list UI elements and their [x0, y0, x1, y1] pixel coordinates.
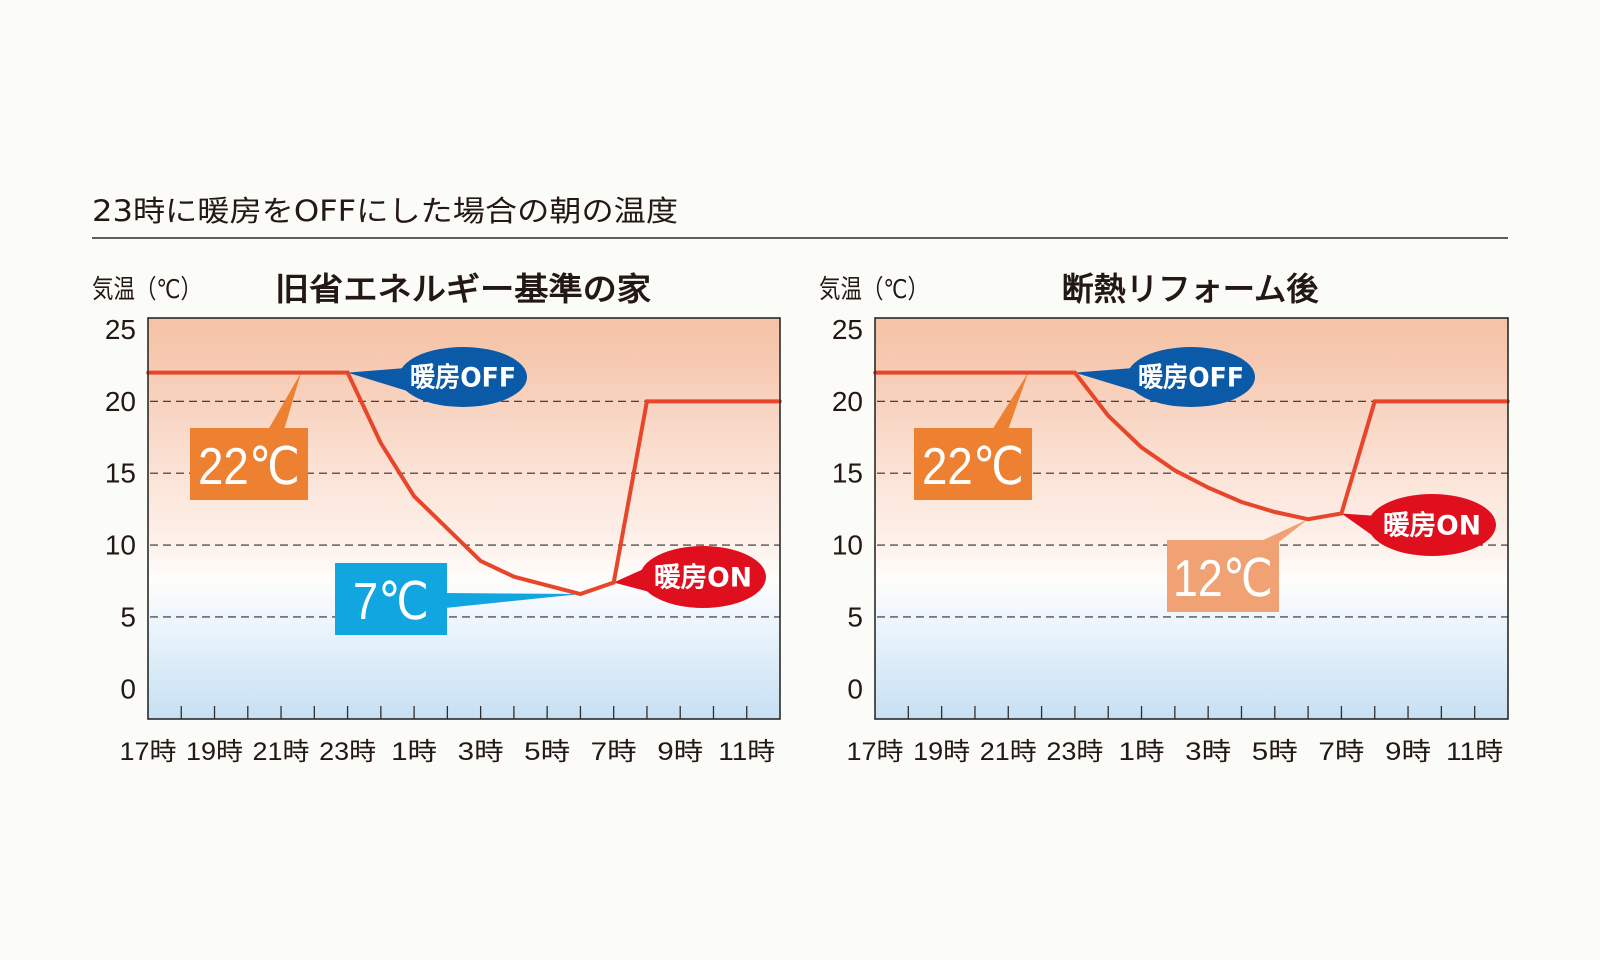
- callout-label: 暖房OFF: [1138, 363, 1244, 394]
- y-tick-label: 0: [120, 673, 136, 704]
- y-axis-unit-label: 気温（℃）: [819, 275, 929, 305]
- chart-title: 旧省エネルギー基準の家: [275, 270, 651, 308]
- y-tick-label: 25: [832, 314, 863, 345]
- data-point: [1206, 485, 1210, 490]
- callout-label: 12℃: [1173, 550, 1273, 608]
- callout-bubble-background: [1368, 494, 1496, 556]
- callout-pointer: [1259, 519, 1309, 542]
- callout-label: 7℃: [353, 573, 429, 631]
- callout-box: 22℃: [190, 372, 308, 500]
- callout-label: 22℃: [922, 438, 1024, 496]
- callout-label: 暖房OFF: [410, 363, 516, 394]
- x-tick-label: 19時: [913, 738, 970, 766]
- data-point: [1306, 517, 1310, 522]
- callout-bubble: 暖房ON: [1341, 494, 1496, 556]
- data-point: [1139, 445, 1144, 450]
- data-point: [611, 580, 616, 585]
- callout-box-background: [335, 563, 447, 635]
- plot-area: 22℃ 暖房OFF 12℃ 暖房ON 17時 19時 21時 23時 1時 3時 5時 7時 9時 11時…: [832, 314, 1510, 766]
- callout-label: 22℃: [198, 438, 300, 496]
- data-point: [478, 559, 483, 563]
- data-point: [1073, 370, 1077, 375]
- x-tick-label: 21時: [253, 738, 310, 766]
- y-tick-label: 10: [105, 530, 136, 561]
- data-point: [1272, 510, 1277, 514]
- callout-box: 12℃: [1167, 519, 1309, 612]
- x-tick-label: 7時: [1318, 738, 1364, 766]
- y-tick-label: 5: [120, 601, 136, 632]
- y-tick-label: 20: [832, 386, 863, 417]
- y-tick-label: 5: [847, 601, 863, 632]
- callout-box-background: [914, 428, 1032, 500]
- y-tick-label: 15: [105, 458, 136, 489]
- callout-pointer: [992, 372, 1029, 430]
- callout-box-background: [1167, 540, 1279, 612]
- data-point: [1106, 413, 1111, 418]
- x-tick-label: 9時: [1385, 738, 1431, 766]
- page-title: 23時に暖房をOFFにした場合の朝の温度: [92, 194, 678, 228]
- callout-pointer: [1074, 368, 1139, 392]
- x-tick-label: 19時: [186, 738, 243, 766]
- data-point: [412, 494, 416, 499]
- callout-label: 暖房ON: [1383, 511, 1481, 542]
- data-point: [1239, 500, 1244, 504]
- callout-box: 22℃: [914, 372, 1032, 500]
- y-tick-label: 10: [832, 530, 863, 561]
- x-tick-label: 1時: [391, 738, 437, 766]
- data-point: [1339, 511, 1344, 516]
- x-tick-label: 5時: [1252, 738, 1298, 766]
- callout-label: 暖房ON: [654, 563, 752, 594]
- callout-pointer: [445, 593, 581, 608]
- x-tick-label: 11時: [1446, 738, 1503, 766]
- x-tick-label: 21時: [980, 738, 1037, 766]
- y-axis-unit-label: 気温（℃）: [92, 275, 202, 305]
- data-point: [345, 370, 350, 375]
- x-tick-label: 1時: [1119, 738, 1165, 766]
- callout-box: 7℃: [335, 563, 581, 635]
- x-tick-label: 9時: [657, 738, 703, 766]
- callout-bubble-background: [640, 546, 766, 608]
- plot-area: 22℃ 暖房OFF 7℃ 暖房ON 17時 19時 21時 23時 1時 3時 5時 7時 9時 11時 0…: [105, 314, 782, 766]
- callout-pointer: [268, 372, 302, 430]
- x-tick-label: 5時: [524, 738, 570, 766]
- series-line: [148, 370, 780, 597]
- series-line: [875, 370, 1508, 522]
- x-tick-label: 23時: [319, 738, 376, 766]
- plot-border: [147, 317, 781, 720]
- data-point: [578, 592, 583, 596]
- callout-bubble: 暖房ON: [613, 546, 766, 608]
- x-tick-label: 3時: [1185, 738, 1231, 766]
- callout-bubble-background: [1127, 347, 1255, 407]
- data-point: [645, 399, 649, 404]
- callout-bubble: 暖房OFF: [1074, 347, 1255, 407]
- plot-border: [874, 317, 1509, 720]
- y-tick-label: 15: [832, 458, 863, 489]
- y-tick-label: 25: [105, 314, 136, 345]
- y-tick-label: 20: [105, 386, 136, 417]
- callout-pointer: [347, 368, 411, 392]
- callout-bubble-background: [399, 347, 527, 407]
- x-tick-label: 3時: [458, 738, 504, 766]
- x-tick-label: 17時: [847, 738, 904, 766]
- x-tick-label: 23時: [1046, 738, 1103, 766]
- data-point: [1173, 468, 1177, 473]
- x-tick-label: 7時: [591, 738, 637, 766]
- x-tick-label: 17時: [120, 738, 177, 766]
- callout-box-background: [190, 428, 308, 500]
- data-point: [379, 441, 383, 445]
- data-point: [1372, 399, 1377, 404]
- y-tick-label: 0: [847, 673, 863, 704]
- data-point: [512, 574, 516, 579]
- chart-title: 断熱リフォーム後: [1062, 270, 1320, 308]
- x-tick-label: 11時: [718, 738, 775, 766]
- chart-panel-old-standard: 気温（℃） 旧省エネルギー基準の家 22℃ 暖房OFF 7℃ 暖房ON 17時 19時 21…: [92, 270, 782, 766]
- callout-bubble: 暖房OFF: [347, 347, 527, 407]
